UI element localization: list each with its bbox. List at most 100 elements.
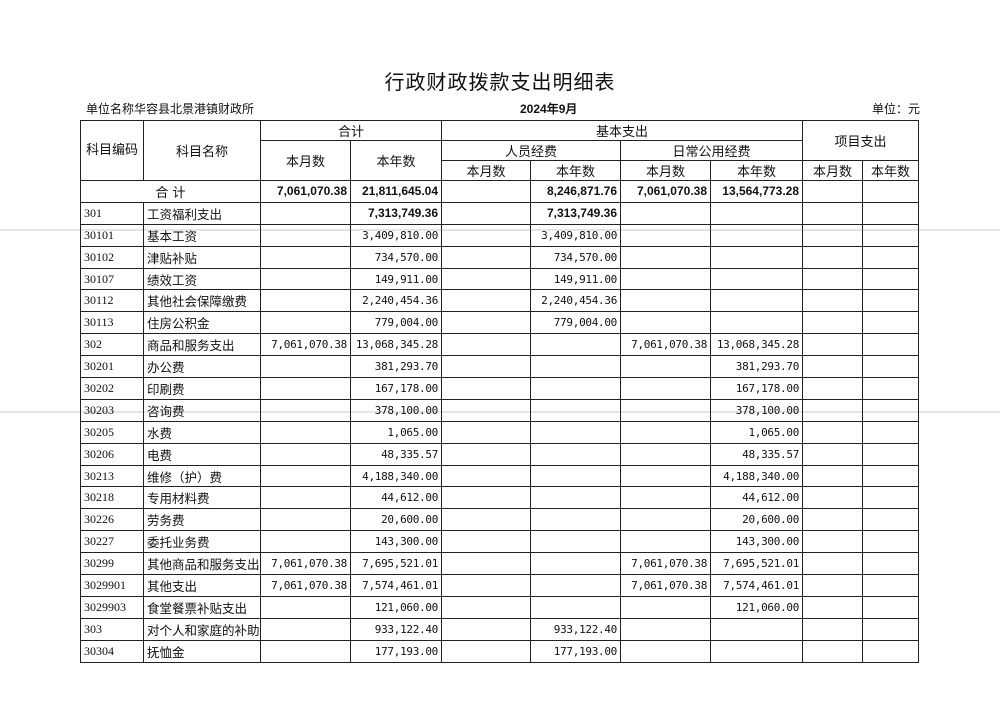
cell-project-month (802, 311, 864, 335)
table-row: 3029901 其他支出 7,061,070.38 7,574,461.01 7,061… (80, 574, 920, 597)
cell-personnel-month (441, 311, 532, 335)
cell-public-month (620, 530, 712, 554)
subject-code: 30299 (80, 552, 144, 576)
subject-code: 30304 (80, 639, 144, 663)
cell-public-year: 143,300.00 (710, 530, 804, 554)
subject-code: 30213 (80, 464, 144, 488)
header-personnel: 人员经费 (441, 140, 622, 161)
total-label: 合 计 (80, 180, 261, 203)
cell-total-month (260, 530, 351, 554)
cell-personnel-year (530, 574, 622, 597)
cell-personnel-month (441, 486, 532, 510)
subject-name: 抚恤金 (143, 639, 261, 663)
cell-personnel-year (530, 530, 622, 554)
cell-project-month (802, 552, 864, 576)
cell-total-year: 381,293.70 (349, 355, 443, 379)
cell-project-month (802, 486, 864, 510)
cell-project-year (862, 464, 920, 488)
cell-total-month (260, 486, 351, 510)
cell-project-month (802, 377, 864, 400)
cell-project-month (802, 639, 864, 663)
cell-project-month (802, 201, 864, 225)
header-public-month: 本月数 (620, 160, 712, 181)
header-total: 合计 (259, 120, 443, 141)
cell-public-year (710, 289, 804, 313)
cell-public-month: 7,061,070.38 (620, 552, 712, 576)
cell-public-month (620, 245, 712, 269)
cell-project-year (862, 355, 920, 379)
cell-personnel-month (441, 267, 532, 291)
cell-public-year: 378,100.00 (710, 398, 804, 422)
cell-project-month (802, 245, 864, 269)
cell-project-year (862, 311, 920, 335)
cell-project-month (802, 595, 864, 619)
cell-project-year (862, 201, 920, 225)
header-total-year: 本年数 (349, 140, 443, 181)
cell-personnel-year: 3,409,810.00 (530, 223, 622, 247)
cell-project-year (862, 639, 920, 663)
table-row: 30218 专用材料费 44,612.00 44,612.00 (80, 486, 920, 510)
cell-public-month (620, 486, 712, 510)
cell-project-year (862, 442, 920, 466)
cell-project-month (802, 355, 864, 379)
subject-code: 301 (80, 201, 144, 225)
cell-public-year: 381,293.70 (710, 355, 804, 379)
subject-name: 基本工资 (143, 223, 261, 247)
cell-project-year (862, 289, 920, 313)
cell-total-month (260, 595, 351, 619)
header-personnel-year: 本年数 (530, 160, 622, 181)
subject-name: 食堂餐票补贴支出 (143, 595, 261, 619)
header-personnel-month: 本月数 (441, 160, 532, 181)
table-row: 30227 委托业务费 143,300.00 143,300.00 (80, 530, 920, 554)
cell-personnel-month (441, 574, 532, 597)
cell-public-month (620, 464, 712, 488)
header-public: 日常公用经费 (620, 140, 804, 161)
cell-total-month: 7,061,070.38 (260, 552, 351, 576)
cell-personnel-year: 779,004.00 (530, 311, 622, 335)
cell-public-year: 48,335.57 (710, 442, 804, 466)
table-row: 30112 其他社会保障缴费 2,240,454.36 2,240,454.36 (80, 289, 920, 313)
cell-public-month (620, 267, 712, 291)
cell-public-year: 167,178.00 (710, 377, 804, 400)
cell-total-month (260, 245, 351, 269)
cell-public-month (620, 508, 712, 532)
cell-total-year: 149,911.00 (349, 267, 443, 291)
subject-code: 303 (80, 617, 144, 641)
cell-total-year: 167,178.00 (349, 377, 443, 400)
cell-project-month (802, 530, 864, 554)
subject-name: 维修（护）费 (143, 464, 261, 488)
cell-total-month (260, 639, 351, 663)
cell-total-month (260, 223, 351, 247)
cell-personnel-year (530, 595, 622, 619)
cell-project-year (862, 377, 920, 400)
cell-total-year: 21,811,645.04 (349, 180, 443, 203)
cell-total-year: 143,300.00 (349, 530, 443, 554)
cell-project-year (862, 333, 920, 357)
cell-personnel-year: 8,246,871.76 (530, 180, 622, 203)
header-code: 科目编码 (80, 120, 144, 181)
subject-name: 咨询费 (143, 398, 261, 422)
cell-project-month (802, 464, 864, 488)
subject-name: 劳务费 (143, 508, 261, 532)
cell-personnel-month (441, 617, 532, 641)
table-row: 30102 津贴补贴 734,570.00 734,570.00 (80, 245, 920, 269)
cell-project-year (862, 398, 920, 422)
cell-public-month (620, 289, 712, 313)
subject-name: 工资福利支出 (143, 201, 261, 225)
cell-project-year (862, 267, 920, 291)
cell-project-month (802, 180, 864, 203)
subject-name: 其他支出 (143, 574, 261, 597)
table-row: 30113 住房公积金 779,004.00 779,004.00 (80, 311, 920, 335)
cell-total-year: 7,695,521.01 (349, 552, 443, 576)
cell-public-year: 13,564,773.28 (710, 180, 804, 203)
subject-code: 30202 (80, 377, 144, 400)
subject-name: 商品和服务支出 (143, 333, 261, 357)
cell-project-year (862, 486, 920, 510)
subject-name: 其他社会保障缴费 (143, 289, 261, 313)
subject-code: 30201 (80, 355, 144, 379)
cell-personnel-month (441, 377, 532, 400)
cell-total-year: 48,335.57 (349, 442, 443, 466)
subject-code: 30218 (80, 486, 144, 510)
cell-project-month (802, 420, 864, 444)
cell-public-year (710, 311, 804, 335)
